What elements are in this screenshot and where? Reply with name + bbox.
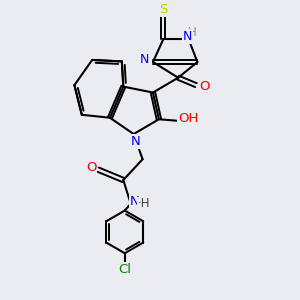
Text: Cl: Cl — [118, 263, 131, 276]
Text: N: N — [130, 135, 140, 148]
Text: N: N — [140, 52, 149, 65]
Text: H: H — [188, 26, 197, 39]
Text: O: O — [86, 161, 97, 174]
Text: S: S — [159, 3, 167, 16]
Text: OH: OH — [178, 112, 198, 125]
Text: ·H: ·H — [138, 197, 150, 210]
Text: N: N — [183, 30, 192, 43]
Text: N: N — [129, 195, 139, 208]
Text: O: O — [199, 80, 209, 93]
